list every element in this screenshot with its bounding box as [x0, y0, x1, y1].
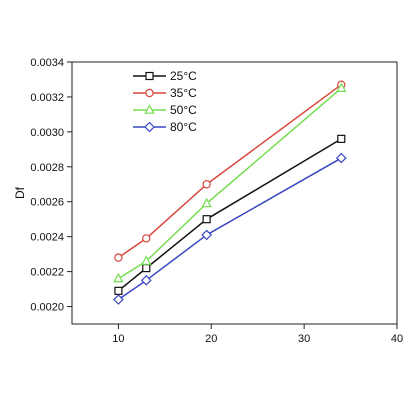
- series-2: [113, 82, 347, 283]
- data-point: [335, 152, 347, 164]
- data-point: [337, 134, 346, 143]
- plot-frame: [71, 61, 398, 325]
- series-line: [117, 83, 343, 259]
- y-tick-label: 0.0020: [30, 302, 64, 314]
- data-point: [140, 274, 152, 286]
- data-point: [141, 255, 152, 265]
- plot-area: [71, 61, 398, 325]
- series-line: [117, 87, 343, 280]
- legend-item: 35°C: [133, 86, 197, 100]
- legend-marker: [144, 121, 155, 133]
- legend-marker: [145, 71, 154, 81]
- data-point: [114, 253, 123, 262]
- data-point: [202, 215, 211, 224]
- series-layer: [113, 80, 347, 305]
- legend-item: 80°C: [133, 120, 197, 134]
- data-point: [142, 234, 151, 243]
- y-axis-title: Df: [13, 186, 27, 199]
- data-point: [201, 229, 212, 241]
- legend-label: 25°C: [170, 69, 197, 83]
- series-line: [117, 138, 343, 292]
- x-tick-label: 40: [391, 333, 403, 345]
- y-tick-label: 0.0024: [30, 232, 64, 244]
- data-point: [336, 82, 347, 93]
- data-point: [114, 286, 123, 295]
- legend: 25°C 35°C 50°C 80°C: [133, 69, 197, 134]
- y-tick-label: 0.0034: [30, 57, 64, 69]
- series-1: [114, 80, 346, 262]
- data-point: [142, 264, 151, 273]
- x-tick-label: 10: [112, 333, 124, 345]
- y-tick-label: 0.0026: [30, 197, 64, 209]
- y-tick-label: 0.0032: [30, 92, 64, 104]
- legend-item: 25°C: [133, 69, 197, 83]
- legend-marker: [144, 104, 155, 114]
- legend-item: 50°C: [133, 103, 197, 117]
- data-point: [113, 294, 124, 305]
- y-tick-label: 0.0022: [30, 267, 64, 279]
- series-3: [113, 152, 347, 305]
- legend-label: 50°C: [170, 103, 197, 117]
- x-axis: 10 20 30 40: [112, 324, 403, 345]
- x-tick-label: 20: [205, 333, 217, 345]
- series-line: [117, 157, 343, 301]
- legend-label: 35°C: [170, 86, 197, 100]
- data-point: [201, 197, 212, 208]
- legend-label: 80°C: [170, 120, 197, 134]
- legend-marker: [145, 88, 154, 98]
- data-point: [202, 180, 211, 189]
- y-axis: 0.0020 0.0022 0.0024 0.0026 0.0028 0.0030 0.00…: [30, 57, 72, 314]
- y-tick-label: 0.0028: [30, 162, 64, 174]
- x-tick-label: 30: [298, 333, 310, 345]
- data-point: [113, 272, 124, 283]
- y-tick-label: 0.0030: [30, 127, 64, 139]
